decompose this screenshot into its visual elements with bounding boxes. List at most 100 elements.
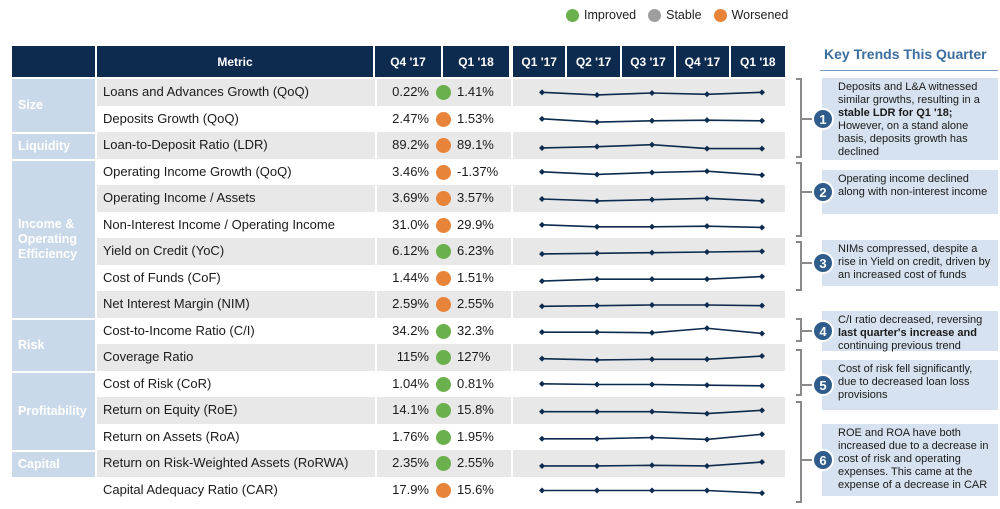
status-dot-worsened [436, 191, 451, 206]
q1-value: 32.3% [457, 322, 494, 338]
sparkline-point [594, 487, 600, 494]
header-category-cell [12, 46, 97, 77]
metric-name: Return on Risk-Weighted Assets (RoRWA) [103, 455, 349, 470]
trend-number-badge: 5 [812, 374, 834, 396]
sparkline-point [594, 143, 600, 150]
q1-value: 3.57% [457, 190, 494, 205]
q4-value: 3.69% [392, 190, 429, 205]
metric-name: Operating Income Growth (QoQ) [103, 163, 292, 179]
sparkline-point [594, 408, 600, 415]
sparkline-point [759, 145, 765, 152]
metric-name: Cost of Funds (CoF) [103, 269, 221, 285]
sparkline-point [539, 408, 545, 415]
column-divider [511, 78, 513, 504]
table-row: Loans and Advances Growth (QoQ) 0.22% 1.41… [97, 79, 785, 106]
sparkline-point [704, 487, 710, 494]
sparkline-point [649, 408, 655, 415]
sparkline-point [539, 380, 545, 387]
trend-bracket [796, 349, 802, 396]
q4-value: 1.44% [392, 269, 429, 285]
metric-name: Loans and Advances Growth (QoQ) [103, 84, 309, 99]
sparkline-point [539, 196, 545, 202]
sparkline-point [759, 89, 765, 96]
sparkline-point [649, 276, 655, 283]
sparkline-point [704, 325, 710, 332]
sparkline-point [594, 223, 600, 230]
sparkline-point [704, 117, 710, 124]
sparkline-point [539, 89, 545, 96]
status-dot-improved [436, 456, 451, 471]
sparkline-point [594, 197, 600, 204]
sparkline-point [759, 353, 765, 360]
status-dot-worsened [436, 217, 451, 233]
trend-bracket [796, 401, 802, 503]
trend-box-5: Cost of risk fell significantly, due to … [822, 360, 998, 410]
key-trends-underline [820, 70, 998, 71]
sparkline-point [759, 273, 765, 280]
table-row: Coverage Ratio 115% 127% [97, 344, 785, 371]
trend-bracket [796, 78, 802, 158]
sparkline-point [649, 169, 655, 176]
sparkline-point [539, 278, 545, 285]
sparkline-point [704, 91, 710, 98]
sparkline-point [649, 302, 655, 308]
sparkline-point [759, 330, 765, 337]
sparkline-point [704, 410, 710, 417]
sparkline-point [539, 144, 545, 151]
trend-box-4: C/I ratio decreased, reversing last quar… [822, 311, 998, 352]
sparkline-point [704, 382, 710, 389]
sparkline-point [759, 172, 765, 179]
legend-item-improved: Improved [566, 8, 636, 22]
status-dot-worsened [436, 164, 451, 180]
table-row: Return on Assets (RoA) 1.76% 1.95% [97, 424, 785, 451]
column-divider [375, 78, 377, 504]
legend-item-stable: Stable [648, 8, 702, 22]
sparkline-point [649, 117, 655, 124]
sparkline-point [649, 90, 655, 96]
header-q1: Q1 '18 [443, 46, 511, 77]
trend-number-badge: 3 [812, 252, 834, 274]
sparkline-point [649, 249, 655, 256]
sparkline-point [704, 356, 710, 363]
sparkline-point [539, 221, 545, 228]
metric-name: Loan-to-Deposit Ratio (LDR) [103, 137, 268, 152]
trend-connector [802, 459, 812, 461]
table-row: Capital Adequacy Ratio (CAR) 17.9% 15.6% [97, 477, 785, 504]
table-row: Operating Income / Assets 3.69% 3.57% [97, 185, 785, 212]
sparkline-point [704, 436, 710, 443]
q4-value: 1.76% [392, 428, 429, 444]
status-dot-worsened [436, 111, 451, 127]
trend-bracket [796, 241, 802, 291]
header-spark-4: Q1 '18 [730, 46, 785, 77]
q4-value: 89.2% [392, 137, 429, 152]
status-dot-improved [436, 429, 451, 445]
metric-name: Capital Adequacy Ratio (CAR) [103, 481, 278, 497]
sparkline-point [594, 276, 600, 283]
header-spark-0: Q1 '17 [513, 46, 568, 77]
sparkline-point [704, 302, 710, 308]
q1-value: 15.6% [457, 481, 494, 497]
sparkline-point [759, 224, 765, 231]
trend-connector [802, 384, 812, 386]
metric-name: Net Interest Margin (NIM) [103, 296, 250, 311]
legend-dot-worsened [713, 8, 727, 22]
sparkline-point [539, 435, 545, 442]
sparkline-point [594, 329, 600, 336]
status-dot-improved [436, 376, 451, 392]
trend-number-badge: 1 [812, 108, 834, 130]
q4-value: 17.9% [392, 481, 429, 497]
category-income-operating-efficiency: Income & Operating Efficiency [12, 160, 95, 318]
q1-value: 127% [457, 349, 491, 364]
legend: Improved Stable Worsened [566, 8, 800, 22]
sparkline-point [704, 223, 710, 230]
q1-value: -1.37% [457, 163, 499, 179]
trend-connector [802, 118, 812, 120]
metric-name: Non-Interest Income / Operating Income [103, 216, 335, 232]
table-row: Operating Income Growth (QoQ) 3.46% -1.37% [97, 159, 785, 186]
q4-value: 3.46% [392, 163, 429, 179]
trend-connector [802, 262, 812, 264]
table-row: Non-Interest Income / Operating Income 31… [97, 212, 785, 239]
q4-value: 0.22% [392, 84, 429, 99]
sparkline-point [594, 250, 600, 257]
q4-value: 34.2% [392, 322, 429, 338]
